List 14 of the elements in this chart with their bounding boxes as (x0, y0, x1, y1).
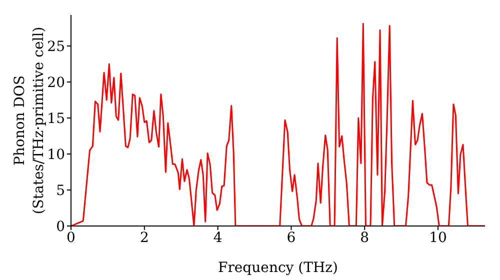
x-axis-title: Frequency (THz) (218, 260, 338, 276)
y-tick-label: 10 (47, 146, 65, 163)
x-tick-label: 8 (360, 230, 370, 246)
x-tick-label: 6 (286, 230, 296, 246)
y-tick-label: 0 (56, 218, 65, 235)
y-tick-label: 15 (47, 110, 65, 127)
x-tick-label: 10 (429, 230, 447, 246)
y-tick-label: 20 (47, 74, 65, 91)
y-axis-title: Phonon DOS (States/THz·primitive cell) (12, 26, 47, 214)
x-tick-label: 4 (213, 230, 222, 246)
y-tick-label: 5 (56, 182, 65, 199)
y-tick-label: 25 (47, 38, 65, 55)
x-tick-label: 0 (66, 230, 76, 246)
x-tick-label: 2 (140, 230, 149, 246)
